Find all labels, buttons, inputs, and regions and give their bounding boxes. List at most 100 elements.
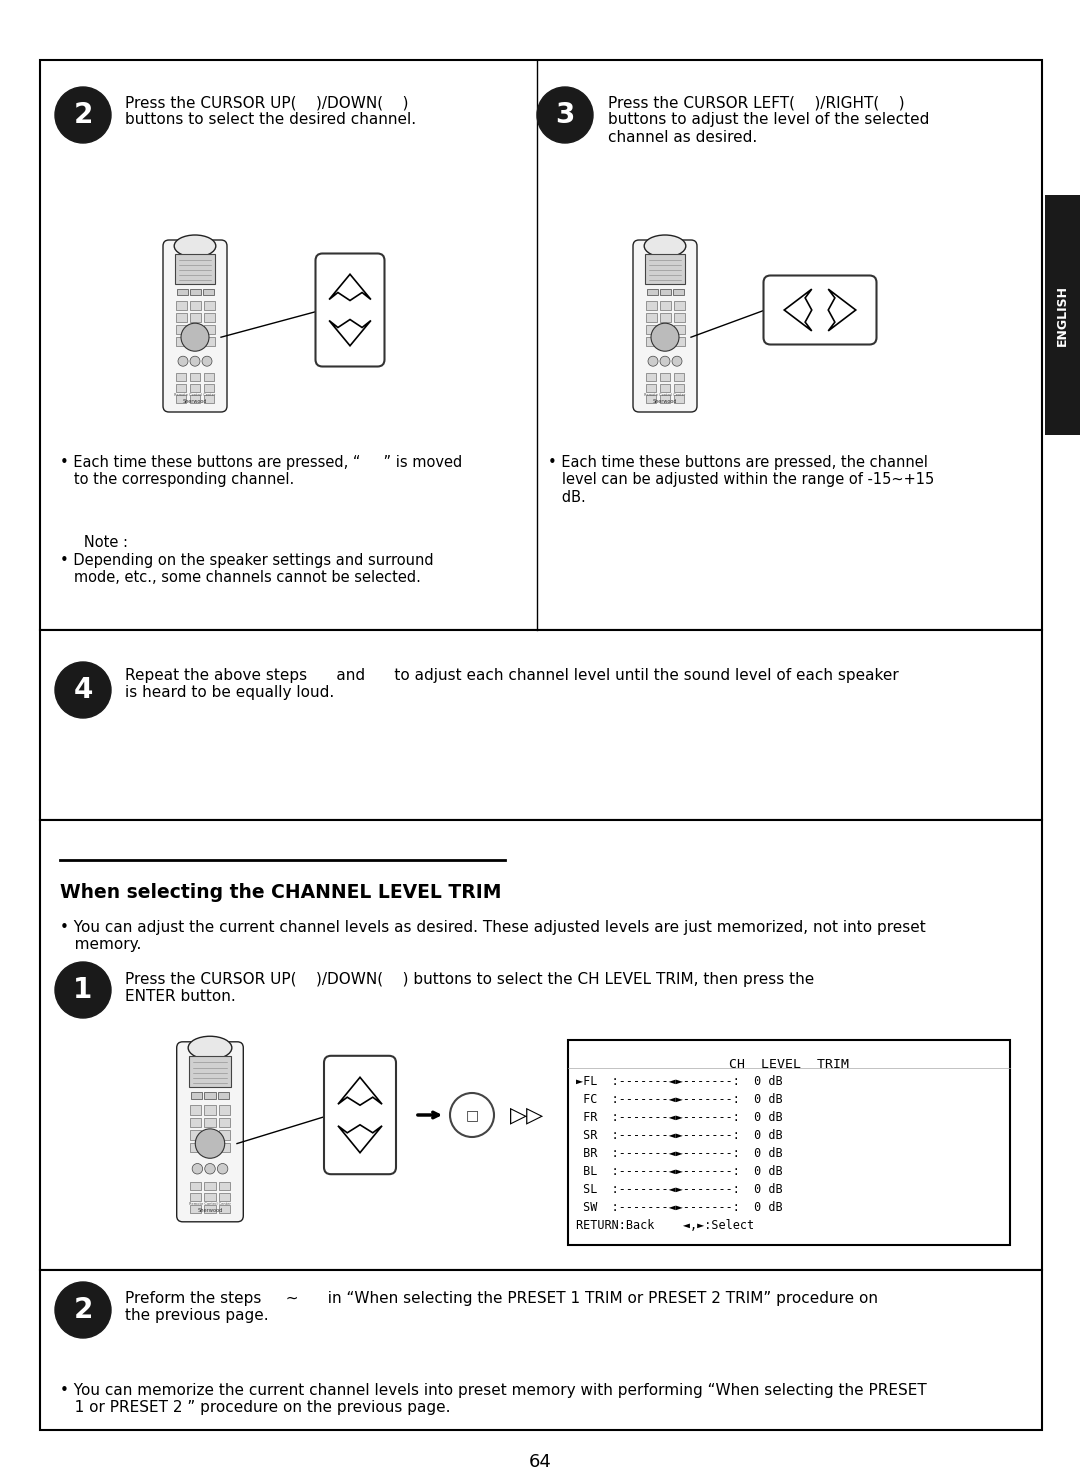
FancyBboxPatch shape (219, 1130, 230, 1140)
FancyBboxPatch shape (674, 312, 685, 322)
FancyBboxPatch shape (189, 325, 201, 334)
FancyBboxPatch shape (633, 240, 697, 413)
FancyBboxPatch shape (315, 253, 384, 367)
FancyBboxPatch shape (203, 288, 214, 294)
Text: Remote Control Center: Remote Control Center (645, 393, 686, 396)
Polygon shape (329, 274, 370, 300)
FancyBboxPatch shape (219, 1118, 230, 1127)
Circle shape (202, 356, 212, 367)
Text: Press the CURSOR UP(    )/DOWN(    )
buttons to select the desired channel.: Press the CURSOR UP( )/DOWN( ) buttons t… (125, 95, 416, 127)
FancyBboxPatch shape (190, 1130, 201, 1140)
FancyBboxPatch shape (219, 1143, 230, 1152)
Text: Note :: Note : (70, 535, 129, 550)
Circle shape (537, 87, 593, 143)
Circle shape (648, 356, 658, 367)
Text: ►FL  :-------◄►-------:  0 dB: ►FL :-------◄►-------: 0 dB (576, 1075, 783, 1089)
FancyBboxPatch shape (176, 373, 186, 382)
FancyBboxPatch shape (190, 1143, 201, 1152)
FancyBboxPatch shape (175, 300, 187, 309)
FancyBboxPatch shape (177, 1041, 243, 1222)
Circle shape (672, 356, 681, 367)
Ellipse shape (644, 235, 686, 257)
FancyBboxPatch shape (190, 1182, 201, 1189)
FancyBboxPatch shape (190, 1105, 201, 1115)
FancyBboxPatch shape (189, 288, 201, 294)
Text: 3: 3 (555, 101, 575, 129)
FancyBboxPatch shape (218, 1093, 229, 1099)
FancyBboxPatch shape (189, 337, 201, 346)
FancyBboxPatch shape (674, 300, 685, 309)
Text: SR  :-------◄►-------:  0 dB: SR :-------◄►-------: 0 dB (576, 1128, 783, 1142)
FancyBboxPatch shape (204, 1105, 216, 1115)
Circle shape (651, 324, 679, 351)
Polygon shape (338, 1077, 382, 1105)
Text: SW  :-------◄►-------:  0 dB: SW :-------◄►-------: 0 dB (576, 1201, 783, 1214)
FancyBboxPatch shape (204, 1130, 216, 1140)
FancyBboxPatch shape (190, 373, 200, 382)
FancyBboxPatch shape (190, 1194, 201, 1201)
FancyBboxPatch shape (40, 1270, 1042, 1430)
Text: RETURN:Back    ◄,►:Select: RETURN:Back ◄,►:Select (576, 1219, 754, 1232)
FancyBboxPatch shape (190, 1093, 202, 1099)
FancyBboxPatch shape (660, 373, 671, 382)
FancyBboxPatch shape (204, 1205, 216, 1213)
FancyBboxPatch shape (176, 288, 188, 294)
Text: □: □ (465, 1108, 478, 1123)
Circle shape (192, 1164, 203, 1174)
FancyBboxPatch shape (645, 254, 685, 284)
FancyBboxPatch shape (204, 1093, 216, 1099)
Circle shape (55, 1282, 111, 1338)
Text: 2: 2 (73, 101, 93, 129)
Text: BL  :-------◄►-------:  0 dB: BL :-------◄►-------: 0 dB (576, 1165, 783, 1177)
Text: Press the CURSOR UP(    )/DOWN(    ) buttons to select the CH LEVEL TRIM, then p: Press the CURSOR UP( )/DOWN( ) buttons t… (125, 972, 814, 1004)
FancyBboxPatch shape (646, 312, 657, 322)
Text: 4: 4 (73, 676, 93, 704)
FancyBboxPatch shape (646, 373, 657, 382)
Circle shape (55, 961, 111, 1018)
Text: FR  :-------◄►-------:  0 dB: FR :-------◄►-------: 0 dB (576, 1111, 783, 1124)
Text: Sherwood: Sherwood (198, 1208, 222, 1213)
FancyBboxPatch shape (646, 337, 657, 346)
FancyBboxPatch shape (204, 395, 214, 402)
FancyBboxPatch shape (660, 385, 671, 392)
FancyBboxPatch shape (764, 275, 877, 345)
Text: ▷▷: ▷▷ (510, 1105, 544, 1126)
FancyBboxPatch shape (175, 254, 215, 284)
FancyBboxPatch shape (660, 312, 671, 322)
FancyBboxPatch shape (203, 337, 215, 346)
Polygon shape (784, 288, 812, 331)
FancyBboxPatch shape (674, 337, 685, 346)
Polygon shape (1045, 195, 1080, 435)
Circle shape (205, 1164, 215, 1174)
Text: SL  :-------◄►-------:  0 dB: SL :-------◄►-------: 0 dB (576, 1183, 783, 1197)
FancyBboxPatch shape (204, 1182, 216, 1189)
Circle shape (217, 1164, 228, 1174)
Text: • Each time these buttons are pressed, the channel
   level can be adjusted with: • Each time these buttons are pressed, t… (548, 456, 934, 504)
FancyBboxPatch shape (646, 300, 657, 309)
Ellipse shape (174, 235, 216, 257)
FancyBboxPatch shape (219, 1205, 230, 1213)
Circle shape (55, 663, 111, 717)
FancyBboxPatch shape (646, 385, 657, 392)
Text: Repeat the above steps      and      to adjust each channel level until the soun: Repeat the above steps and to adjust eac… (125, 669, 899, 701)
FancyBboxPatch shape (175, 312, 187, 322)
FancyBboxPatch shape (40, 61, 1042, 630)
FancyBboxPatch shape (40, 819, 1042, 1270)
FancyBboxPatch shape (40, 630, 1042, 819)
FancyBboxPatch shape (175, 325, 187, 334)
FancyBboxPatch shape (674, 395, 685, 402)
FancyBboxPatch shape (190, 395, 200, 402)
FancyBboxPatch shape (190, 385, 200, 392)
Text: • Depending on the speaker settings and surround
   mode, etc., some channels ca: • Depending on the speaker settings and … (60, 553, 434, 586)
FancyBboxPatch shape (190, 1118, 201, 1127)
Text: ENGLISH: ENGLISH (1055, 284, 1068, 346)
FancyBboxPatch shape (175, 337, 187, 346)
FancyBboxPatch shape (568, 1040, 1010, 1245)
FancyBboxPatch shape (660, 288, 671, 294)
Polygon shape (828, 288, 855, 331)
Circle shape (195, 1128, 225, 1158)
Text: 2: 2 (73, 1296, 93, 1324)
FancyBboxPatch shape (660, 395, 671, 402)
FancyBboxPatch shape (674, 325, 685, 334)
FancyBboxPatch shape (646, 395, 657, 402)
